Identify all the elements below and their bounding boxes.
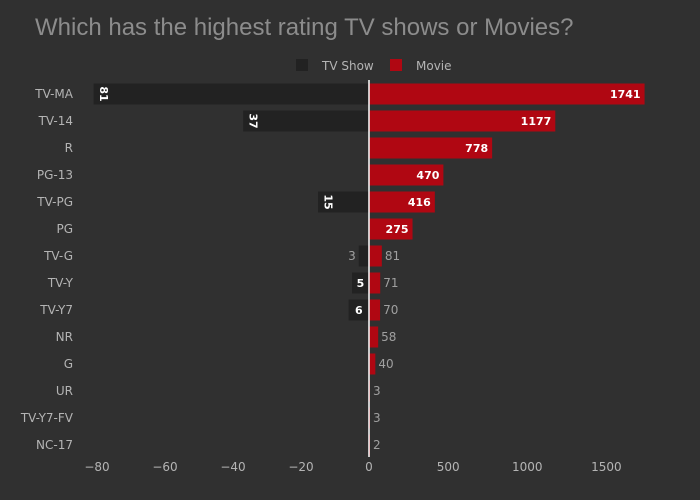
tvshow-bar-tv-ma: [93, 83, 369, 105]
category-label-nc-17: NC-17: [36, 438, 73, 452]
movie-value-tv-14: 1177: [521, 115, 552, 128]
value-labels: 1741 81 1177 37 778 470 416 15 275 81 3 71 5 70 6 58 40 3…: [97, 86, 640, 452]
category-label-tv-y: TV-Y: [47, 276, 74, 290]
tvshow-value-tv-ma: 81: [97, 86, 110, 101]
x-tick-left-0: 0: [365, 460, 373, 474]
legend-label-tv-show: TV Show: [321, 59, 374, 73]
movie-value-nr: 58: [381, 330, 396, 344]
x-tick-left-40: −40: [220, 460, 245, 474]
category-label-ur: UR: [56, 384, 73, 398]
tvshow-value-tv-y7: 6: [355, 304, 363, 317]
tvshow-value-tv-pg: 15: [322, 194, 335, 209]
category-axis: TV-MA TV-14 R PG-13 TV-PG PG TV-G TV-Y TV-Y7 NR GU…: [20, 87, 74, 452]
movie-value-nc-17: 2: [373, 438, 381, 452]
category-label-r: R: [65, 141, 73, 155]
tvshow-value-tv-y: 5: [357, 277, 365, 290]
movie-value-tv-y7-fv: 3: [373, 411, 381, 425]
tvshow-value-tv-14: 37: [247, 113, 260, 128]
x-axis: −80 −60 −40 −20 0 500 1000 1500: [84, 460, 621, 474]
chart-title: Which has the highest rating TV shows or…: [35, 14, 574, 41]
movie-bar-tv-pg: [369, 191, 435, 213]
movie-bar-tv-g: [369, 245, 382, 267]
movie-value-tv-y7: 70: [383, 303, 398, 317]
category-label-tv-g: TV-G: [43, 249, 73, 263]
tvshow-bar-tv-g: [358, 245, 369, 267]
category-label-tv-y7: TV-Y7: [39, 303, 73, 317]
movie-bar-tv-y: [369, 272, 381, 294]
movie-bar-nr: [369, 326, 379, 348]
category-label-tv-y7-fv: TV-Y7-FV: [20, 411, 74, 425]
category-label-tv-pg: TV-PG: [36, 195, 73, 209]
movie-value-g: 40: [378, 357, 393, 371]
x-tick-left-20: −20: [288, 460, 313, 474]
x-tick-left-60: −60: [152, 460, 177, 474]
x-tick-left-80: −80: [84, 460, 109, 474]
category-label-pg: PG: [56, 222, 73, 236]
movie-bar-pg-13: [369, 164, 444, 186]
tvshow-bar-tv-y: [352, 272, 369, 294]
tvshow-value-tv-g: 3: [348, 249, 356, 263]
tvshow-bar-tv-y7: [348, 299, 369, 321]
movie-value-pg: 275: [386, 223, 409, 236]
movie-value-pg-13: 470: [416, 169, 439, 182]
x-tick-right-1500: 1500: [591, 460, 622, 474]
movie-bar-tv-14: [369, 110, 556, 132]
category-label-nr: NR: [56, 330, 73, 344]
category-label-tv-14: TV-14: [38, 114, 73, 128]
movie-value-tv-ma: 1741: [610, 88, 641, 101]
tvshow-bar-tv-pg: [318, 191, 369, 213]
x-tick-right-1000: 1000: [512, 460, 543, 474]
legend-swatch-tv-show: [296, 59, 308, 71]
legend-label-movie: Movie: [416, 59, 452, 73]
x-tick-right-500: 500: [437, 460, 460, 474]
movie-value-ur: 3: [373, 384, 381, 398]
movie-value-tv-y: 71: [383, 276, 398, 290]
category-label-pg-13: PG-13: [37, 168, 73, 182]
movie-bar-pg: [369, 218, 413, 240]
legend: TV Show Movie: [296, 59, 452, 73]
category-label-g: G: [64, 357, 73, 371]
tvshow-bar-tv-14: [243, 110, 369, 132]
movie-bar-g: [369, 353, 376, 375]
movie-bar-tv-ma: [369, 83, 645, 105]
movie-value-r: 778: [465, 142, 488, 155]
movie-value-tv-g: 81: [385, 249, 400, 263]
movie-value-tv-pg: 416: [408, 196, 431, 209]
movie-bar-tv-y7: [369, 299, 381, 321]
legend-swatch-movie: [390, 59, 402, 71]
movie-bar-r: [369, 137, 493, 159]
category-label-tv-ma: TV-MA: [34, 87, 74, 101]
bars: [93, 83, 645, 456]
